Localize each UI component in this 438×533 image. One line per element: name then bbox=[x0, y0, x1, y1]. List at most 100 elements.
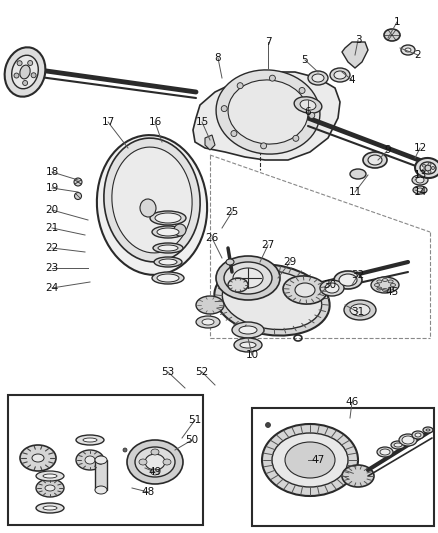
Ellipse shape bbox=[155, 213, 180, 223]
Ellipse shape bbox=[20, 445, 56, 471]
Circle shape bbox=[173, 224, 186, 236]
Circle shape bbox=[265, 423, 270, 427]
Ellipse shape bbox=[300, 100, 315, 110]
Circle shape bbox=[74, 192, 81, 199]
Text: 1: 1 bbox=[393, 17, 399, 27]
Circle shape bbox=[298, 87, 304, 93]
Circle shape bbox=[123, 448, 127, 452]
Ellipse shape bbox=[104, 138, 200, 262]
Ellipse shape bbox=[158, 245, 177, 251]
Ellipse shape bbox=[45, 485, 55, 491]
Ellipse shape bbox=[398, 434, 416, 446]
Circle shape bbox=[308, 112, 314, 118]
Ellipse shape bbox=[349, 169, 365, 179]
Ellipse shape bbox=[127, 440, 183, 484]
Ellipse shape bbox=[215, 256, 279, 300]
Ellipse shape bbox=[152, 272, 184, 284]
Text: 10: 10 bbox=[245, 350, 258, 360]
Text: 17: 17 bbox=[101, 117, 114, 127]
Ellipse shape bbox=[329, 68, 349, 82]
Ellipse shape bbox=[311, 74, 323, 82]
Ellipse shape bbox=[338, 274, 356, 286]
Ellipse shape bbox=[227, 80, 307, 144]
Polygon shape bbox=[193, 72, 339, 160]
Text: 9: 9 bbox=[384, 145, 390, 155]
Ellipse shape bbox=[324, 283, 338, 293]
Ellipse shape bbox=[261, 424, 357, 496]
Ellipse shape bbox=[222, 270, 321, 329]
Ellipse shape bbox=[370, 277, 398, 293]
Ellipse shape bbox=[390, 284, 395, 287]
Ellipse shape bbox=[376, 280, 381, 283]
Ellipse shape bbox=[195, 296, 223, 314]
Ellipse shape bbox=[95, 486, 107, 494]
Ellipse shape bbox=[151, 449, 159, 455]
Ellipse shape bbox=[333, 271, 361, 289]
Circle shape bbox=[421, 164, 424, 167]
Circle shape bbox=[23, 80, 28, 85]
Ellipse shape bbox=[379, 449, 389, 455]
Ellipse shape bbox=[201, 319, 213, 325]
Ellipse shape bbox=[154, 257, 182, 267]
Text: 6: 6 bbox=[304, 107, 311, 117]
Ellipse shape bbox=[294, 283, 314, 297]
Ellipse shape bbox=[374, 284, 378, 287]
Ellipse shape bbox=[223, 262, 272, 294]
Circle shape bbox=[17, 61, 22, 66]
Text: 30: 30 bbox=[323, 280, 336, 290]
Text: 12: 12 bbox=[413, 143, 426, 153]
Ellipse shape bbox=[343, 300, 375, 320]
Ellipse shape bbox=[95, 456, 107, 464]
Text: 2: 2 bbox=[414, 50, 420, 60]
Text: 27: 27 bbox=[261, 240, 274, 250]
Ellipse shape bbox=[293, 97, 321, 113]
Text: 50: 50 bbox=[185, 435, 198, 445]
Ellipse shape bbox=[135, 447, 175, 477]
Circle shape bbox=[237, 83, 243, 88]
Ellipse shape bbox=[231, 322, 263, 338]
Ellipse shape bbox=[240, 342, 255, 348]
Ellipse shape bbox=[307, 71, 327, 85]
Ellipse shape bbox=[145, 454, 165, 470]
Ellipse shape bbox=[419, 162, 435, 174]
Text: 4: 4 bbox=[348, 75, 354, 85]
Text: 16: 16 bbox=[148, 117, 161, 127]
Ellipse shape bbox=[319, 280, 343, 296]
Text: 23: 23 bbox=[45, 263, 59, 273]
Ellipse shape bbox=[157, 228, 179, 236]
Text: 5: 5 bbox=[301, 55, 307, 65]
Text: 3: 3 bbox=[354, 35, 360, 45]
Ellipse shape bbox=[383, 29, 399, 41]
Text: 32: 32 bbox=[350, 270, 364, 280]
Text: 20: 20 bbox=[46, 205, 58, 215]
Ellipse shape bbox=[387, 280, 392, 283]
Ellipse shape bbox=[390, 441, 404, 449]
Ellipse shape bbox=[283, 276, 326, 304]
Ellipse shape bbox=[5, 47, 45, 96]
Circle shape bbox=[31, 72, 36, 78]
Ellipse shape bbox=[401, 436, 413, 444]
Circle shape bbox=[74, 178, 82, 186]
Ellipse shape bbox=[381, 288, 387, 292]
Ellipse shape bbox=[387, 287, 392, 290]
Text: 31: 31 bbox=[350, 307, 364, 317]
Text: 29: 29 bbox=[283, 257, 296, 267]
Ellipse shape bbox=[425, 429, 429, 431]
Text: 15: 15 bbox=[195, 117, 208, 127]
Ellipse shape bbox=[151, 469, 159, 475]
Ellipse shape bbox=[272, 433, 347, 487]
Ellipse shape bbox=[43, 474, 57, 478]
Circle shape bbox=[269, 75, 275, 81]
Circle shape bbox=[221, 106, 227, 111]
Ellipse shape bbox=[424, 165, 430, 171]
Circle shape bbox=[427, 163, 430, 166]
Ellipse shape bbox=[36, 503, 64, 513]
Circle shape bbox=[260, 143, 266, 149]
Circle shape bbox=[427, 171, 430, 173]
Ellipse shape bbox=[43, 506, 57, 510]
Bar bbox=[251, 408, 433, 526]
Circle shape bbox=[28, 61, 32, 66]
Ellipse shape bbox=[333, 71, 345, 79]
Text: 52: 52 bbox=[195, 367, 208, 377]
Text: 13: 13 bbox=[413, 170, 426, 180]
